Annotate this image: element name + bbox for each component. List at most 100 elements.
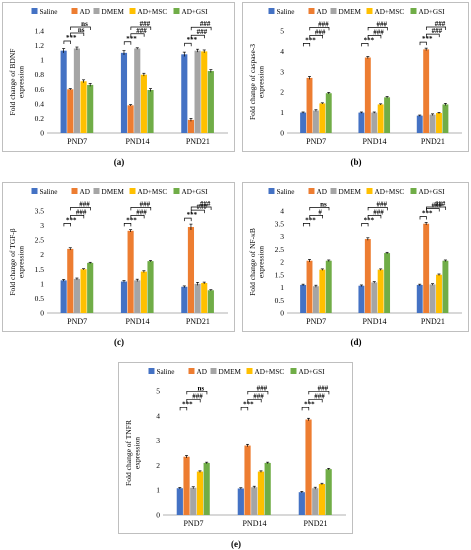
bar <box>300 112 307 133</box>
x-tick-label: PND14 <box>242 519 266 528</box>
x-tick-label: PND14 <box>362 317 386 326</box>
significance-bracket <box>130 207 152 211</box>
bar-chart-tgf-beta: Saline AD DMEM AD+MSC AD+GSI Fold change of T… <box>8 188 228 326</box>
legend-label: AD+GSI <box>419 188 446 196</box>
legend-label: AD <box>317 188 327 196</box>
bar <box>429 114 436 133</box>
significance-bracket <box>301 406 310 411</box>
bar <box>194 50 201 133</box>
bar-chart-caspase-3: Saline AD DMEM AD+MSC AD+GSI Fold change of c… <box>248 8 462 146</box>
y-tick-label: 5 <box>280 27 284 36</box>
bar <box>325 93 332 133</box>
y-tick-label: 4 <box>280 207 284 216</box>
significance-label: ### <box>432 201 443 209</box>
legend-label: Saline <box>40 8 58 16</box>
significance-bracket <box>190 34 205 39</box>
legend-label: AD <box>197 368 207 376</box>
bar <box>364 57 371 133</box>
legend-label: DMEM <box>339 8 362 16</box>
significance-label: *** <box>305 36 316 44</box>
significance-label: *** <box>126 35 137 43</box>
bar-chart-tnfr: Saline AD DMEM AD+MSC AD+GSI Fold change of T… <box>124 368 346 528</box>
significance-label: ### <box>192 392 203 400</box>
significance-label: ### <box>136 27 147 35</box>
bar <box>207 71 214 133</box>
bar <box>201 282 208 313</box>
significance-bracket <box>309 27 330 31</box>
y-axis-label: Fold change of caspase-3expression <box>248 44 266 120</box>
legend-swatch <box>366 188 373 194</box>
bar <box>187 119 195 133</box>
bar <box>436 274 442 313</box>
x-tick-label: PND21 <box>421 317 445 326</box>
significance-bracket <box>308 398 323 403</box>
legend-label: DMEM <box>102 8 125 16</box>
y-tick-label: 3 <box>280 67 284 76</box>
significance-bracket <box>367 215 382 219</box>
significance-label: *** <box>243 400 254 408</box>
significance-bracket <box>247 398 262 403</box>
legend-swatch <box>129 8 136 14</box>
significance-label: ### <box>373 28 384 36</box>
legend-swatch <box>410 8 417 14</box>
legend-swatch <box>31 188 38 194</box>
bar <box>134 48 141 133</box>
significance-label: *** <box>66 34 77 42</box>
y-axis-label: Fold change of NF-κBexpression <box>248 228 266 296</box>
bar <box>325 260 332 313</box>
y-tick-label: 2.5 <box>35 236 45 245</box>
y-tick-label: 1 <box>280 283 284 292</box>
bar <box>140 74 147 133</box>
y-tick-label: 3 <box>280 232 284 241</box>
legend-label: AD+MSC <box>375 188 405 196</box>
legend-swatch <box>71 188 78 194</box>
x-tick-label: PND7 <box>67 137 87 146</box>
bar <box>300 284 307 313</box>
significance-bracket <box>309 207 330 211</box>
y-tick-label: 1 <box>40 279 44 288</box>
bar <box>442 104 449 133</box>
significance-bracket <box>367 207 388 211</box>
significance-bracket <box>367 35 382 39</box>
y-tick-label: 0.6 <box>35 85 45 94</box>
significance-bracket <box>419 216 427 220</box>
legend-swatch <box>173 188 180 194</box>
panel-caption-b: (b) <box>350 157 362 167</box>
bar <box>306 260 313 313</box>
significance-label: ns <box>81 20 88 28</box>
bar <box>312 488 319 515</box>
significance-bracket <box>361 223 369 227</box>
legend-label: AD <box>80 188 90 196</box>
significance-label: ### <box>200 200 211 208</box>
bar <box>134 280 141 313</box>
x-tick-label: PND21 <box>303 519 327 528</box>
bar <box>364 239 371 313</box>
legend-swatch <box>93 8 100 14</box>
chart-panel-caspase-3: Saline AD DMEM AD+MSC AD+GSI Fold change of c… <box>242 2 469 152</box>
significance-label: *** <box>422 209 433 217</box>
y-axis-label: Fold change of TGF-βexpression <box>8 228 26 295</box>
x-tick-label: PND21 <box>421 137 445 146</box>
significance-label: *** <box>305 216 316 224</box>
legend-swatch <box>129 188 136 194</box>
bar <box>312 110 319 133</box>
y-tick-label: 3 <box>156 436 160 445</box>
y-tick-label: 0.5 <box>35 294 45 303</box>
legend-swatch <box>31 8 38 14</box>
bar <box>312 286 319 313</box>
x-tick-label: PND14 <box>125 317 149 326</box>
y-tick-label: 1.2 <box>35 41 45 50</box>
bar <box>305 419 312 515</box>
legend-label: AD+MSC <box>375 8 405 16</box>
y-tick-label: 3 <box>40 221 44 230</box>
significance-label: ### <box>140 200 151 208</box>
legend-swatch <box>410 188 417 194</box>
legend-label: Saline <box>40 188 58 196</box>
bar <box>264 462 271 515</box>
bar <box>73 278 80 313</box>
significance-label: *** <box>364 216 375 224</box>
legend-label: AD+GSI <box>419 8 446 16</box>
significance-label: ### <box>200 20 211 28</box>
bar <box>319 269 326 313</box>
bar-chart-bdnf: Saline AD DMEM AD+MSC AD+GSI Fold change of B… <box>8 8 228 146</box>
